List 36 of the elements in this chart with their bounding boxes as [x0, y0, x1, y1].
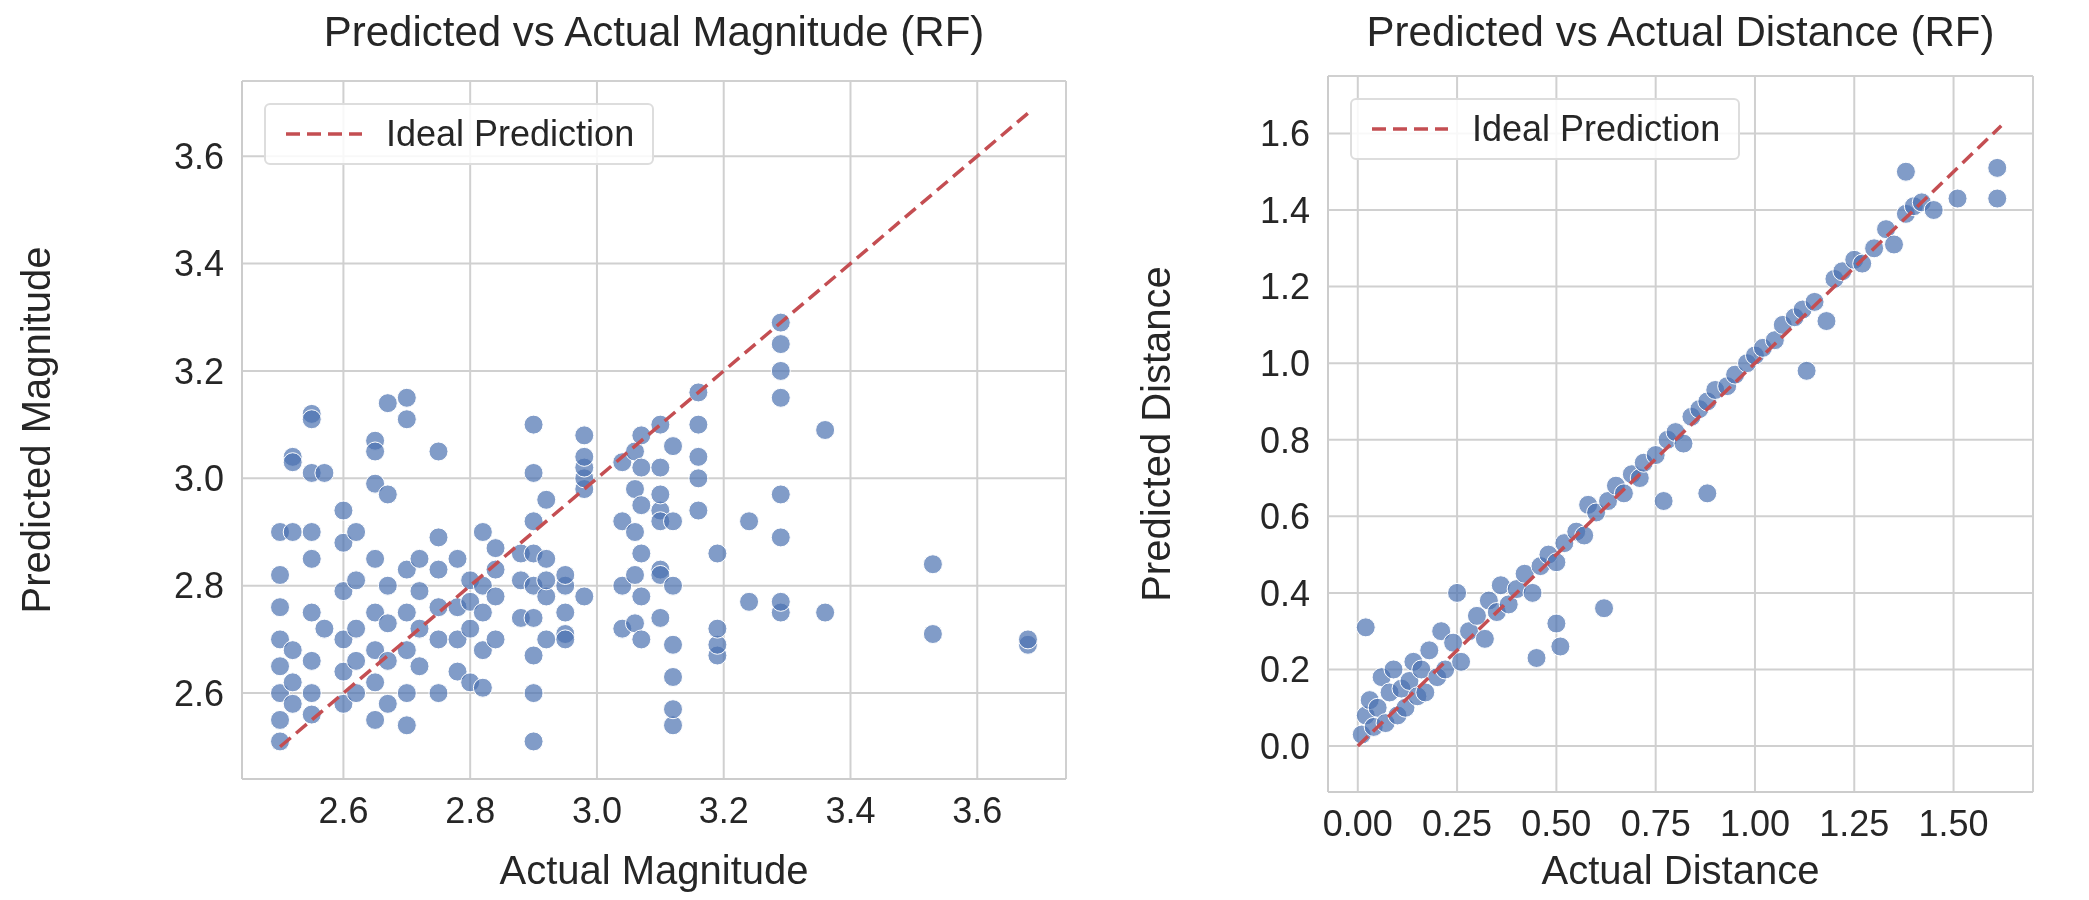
chart-title: Predicted vs Actual Magnitude (RF) [322, 8, 986, 56]
legend-label: Ideal Prediction [386, 113, 635, 155]
y-tick-label: 3.2 [173, 350, 224, 392]
x-tick-label: 0.25 [1422, 802, 1493, 844]
y-tick-label: 3.0 [173, 458, 224, 500]
y-tick-label: 0.4 [1259, 572, 1310, 614]
x-tick-label: 0.00 [1322, 802, 1393, 844]
y-tick-label: 0.6 [1259, 496, 1310, 538]
x-tick-label: 2.8 [445, 789, 496, 831]
x-axis-title: Actual Distance [1541, 848, 1820, 892]
x-tick-label: 3.0 [571, 789, 622, 831]
x-tick-label: 3.2 [698, 789, 749, 831]
y-tick-label: 1.4 [1259, 189, 1310, 231]
y-tick-label: 1.2 [1259, 266, 1310, 308]
y-tick-label: 3.6 [173, 135, 224, 177]
y-tick-label: 1.0 [1259, 342, 1310, 384]
chart-title: Predicted vs Actual Distance (RF) [1365, 8, 1996, 56]
y-tick-label: 0.0 [1259, 725, 1310, 767]
x-tick-label: 0.75 [1620, 802, 1691, 844]
x-tick-label: 0.50 [1521, 802, 1592, 844]
x-tick-label: 1.50 [1918, 802, 1989, 844]
legend-label: Ideal Prediction [1472, 108, 1721, 150]
x-tick-label: 3.6 [952, 789, 1003, 831]
y-tick-label: 1.6 [1259, 113, 1310, 155]
y-tick-label: 2.8 [173, 565, 224, 607]
y-tick-label: 3.4 [173, 243, 224, 285]
y-axis-title: Predicted Magnitude [14, 246, 59, 614]
y-tick-label: 0.2 [1259, 649, 1310, 691]
x-tick-label: 2.6 [318, 789, 369, 831]
y-tick-label: 0.8 [1259, 419, 1310, 461]
x-tick-label: 3.4 [825, 789, 876, 831]
x-tick-label: 1.00 [1719, 802, 1791, 844]
x-tick-label: 1.25 [1819, 802, 1890, 844]
x-axis-title: Actual Magnitude [499, 848, 809, 892]
y-axis-title: Predicted Distance [1134, 266, 1179, 602]
y-tick-label: 2.6 [173, 672, 224, 714]
